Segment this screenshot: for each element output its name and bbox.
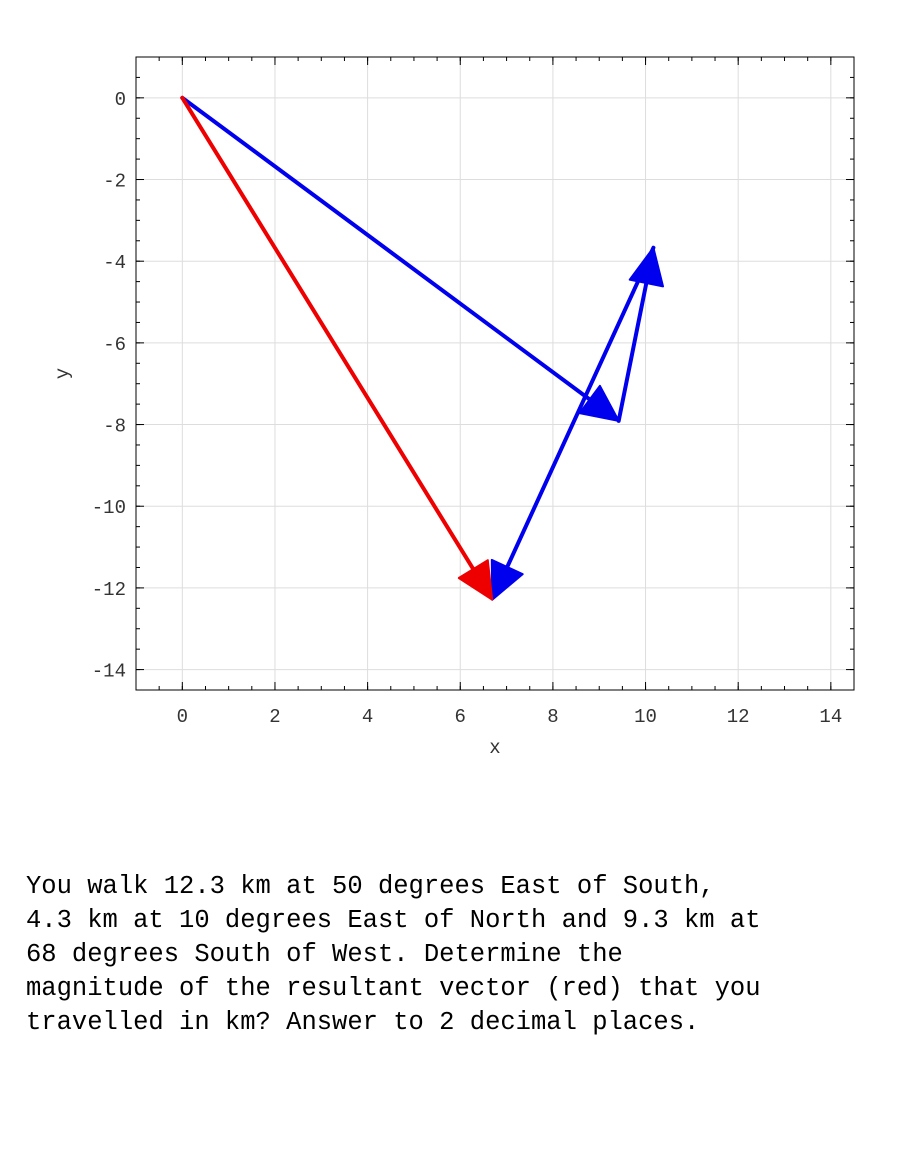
vector-3: [490, 245, 656, 601]
x-tick-label: 14: [819, 706, 842, 728]
y-tick-label: -8: [103, 416, 126, 438]
arrow-head: [490, 558, 524, 601]
vector-1: [180, 95, 620, 422]
y-tick-label: -4: [103, 252, 126, 274]
vector-chart: 0 2 4 6 8 10 12 14 0 -2 -4 -6 -8 -10 -12 -14 x y: [52, 56, 855, 759]
axis-ticks: [135, 56, 855, 691]
question-text: You walk 12.3 km at 50 degrees East of S…: [26, 872, 761, 1037]
x-tick-label: 2: [269, 706, 280, 728]
resultant-vector: [180, 95, 494, 601]
y-tick-label: -12: [92, 579, 126, 601]
y-tick-label: 0: [115, 89, 126, 111]
y-tick-label: -10: [92, 497, 126, 519]
y-axis-label: y: [52, 368, 74, 379]
x-tick-label: 4: [362, 706, 373, 728]
x-tick-label: 8: [547, 706, 558, 728]
x-tick-label: 12: [727, 706, 750, 728]
y-tick-label: -14: [92, 661, 126, 683]
vector-shaft: [180, 95, 478, 575]
x-axis-label: x: [489, 737, 500, 759]
vector-shaft: [180, 95, 595, 404]
vectors: [180, 95, 664, 601]
tick-labels: 0 2 4 6 8 10 12 14 0 -2 -4 -6 -8 -10 -12 -14: [92, 89, 842, 728]
y-tick-label: -2: [103, 171, 126, 193]
x-tick-label: 10: [634, 706, 657, 728]
plot-frame: [135, 56, 855, 691]
y-tick-label: -6: [103, 334, 126, 356]
vector-shaft: [616, 277, 650, 423]
arrow-head: [457, 559, 494, 601]
x-tick-label: 6: [455, 706, 466, 728]
x-tick-label: 0: [177, 706, 188, 728]
vector-shaft: [503, 245, 656, 573]
arrow-head: [578, 384, 620, 422]
